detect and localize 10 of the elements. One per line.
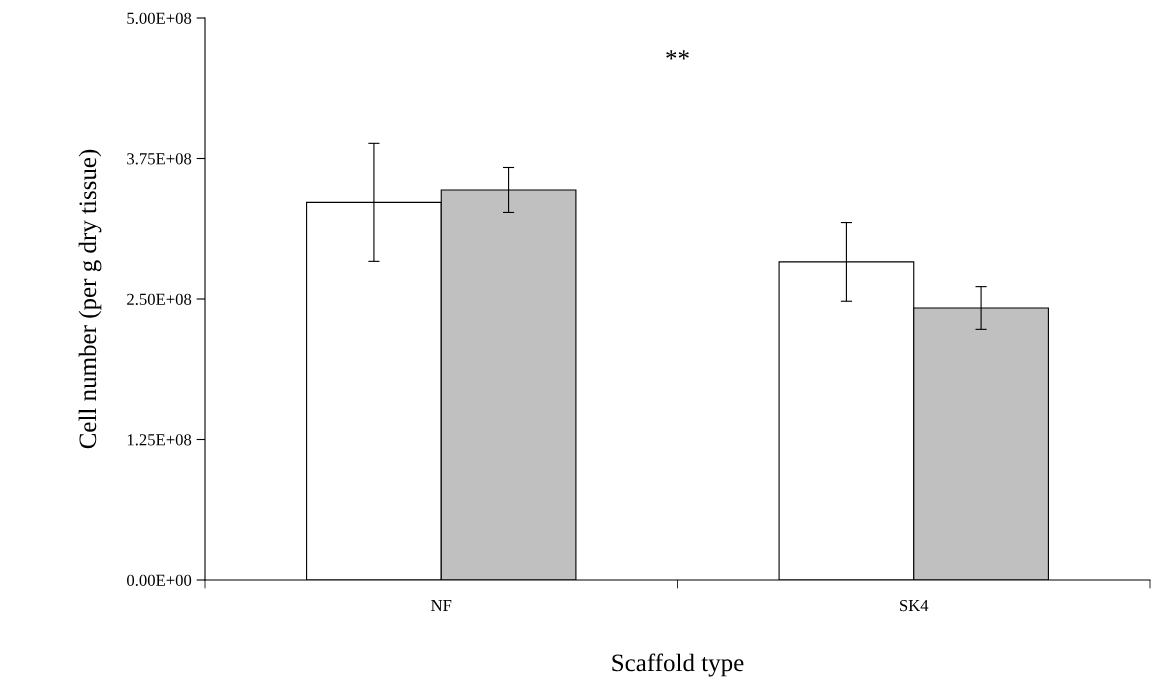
y-tick-label: 2.50E+08 xyxy=(127,293,192,306)
y-tick-label: 3.75E+08 xyxy=(127,153,192,165)
y-tick-label: 0.00E+00 xyxy=(127,574,192,587)
annotation: ** xyxy=(666,50,689,60)
y-tick-label: 1.25E+08 xyxy=(127,434,192,446)
x-tick-label: SK4 xyxy=(900,599,929,612)
x-axis-title: Scaffold type xyxy=(612,653,744,677)
x-tick-label: NF xyxy=(431,600,452,612)
y-axis-title: Cell number (per g dry tissue) xyxy=(78,149,102,449)
y-tick-label: 5.00E+08 xyxy=(127,12,192,25)
